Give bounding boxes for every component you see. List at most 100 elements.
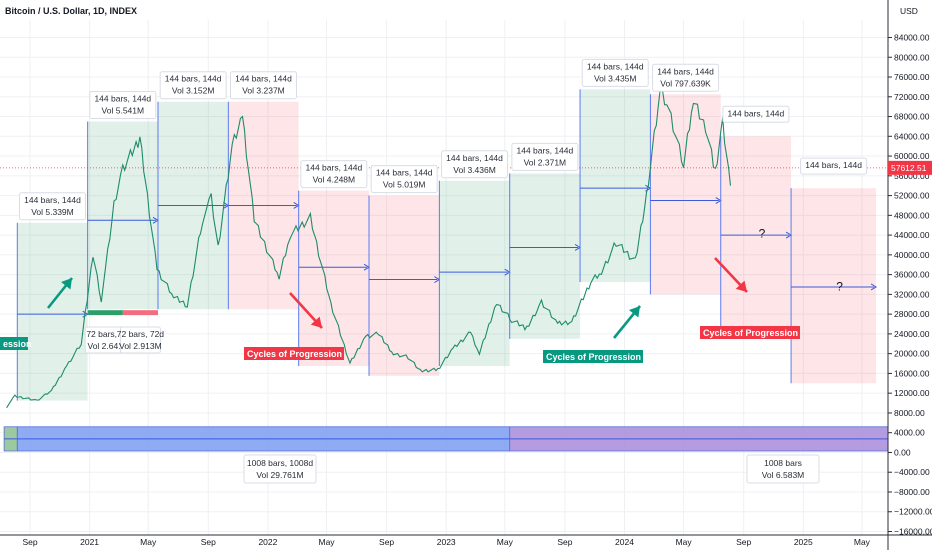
cycle-region-label: 144 bars, 144d Vol 5.339M xyxy=(18,192,86,221)
cycle-region xyxy=(439,180,510,367)
x-tick-label: Sep xyxy=(557,537,572,547)
cycle-region-label: 144 bars, 144d Vol 3.152M xyxy=(159,71,227,100)
y-tick-label: 72000.00 xyxy=(894,92,930,102)
cycle-region-label: 144 bars, 144d Vol 2.371M xyxy=(511,142,579,171)
cycle-region-label-line: Vol 797.639K xyxy=(660,78,711,88)
half-cycle-label-line: Vol 2.913M xyxy=(119,341,162,351)
half-cycle-label-line: Vol 2.641 xyxy=(88,341,124,351)
cycles-tag-box xyxy=(543,350,643,363)
cycle-region-label-line: Vol 2.371M xyxy=(524,157,567,167)
cycle-region xyxy=(791,188,877,384)
trend-arrowhead xyxy=(310,316,322,328)
y-tick-label: 64000.00 xyxy=(894,131,930,141)
cycle-region-label-line: Vol 5.339M xyxy=(31,207,74,217)
cycles-of-progression-tag: Cycles of Progression xyxy=(244,347,344,360)
y-tick-label: 16000.00 xyxy=(894,368,930,378)
cycle-region-label: 144 bars, 144d Vol 797.639K xyxy=(652,63,720,92)
price-line xyxy=(6,89,732,409)
y-tick-label: 76000.00 xyxy=(894,72,930,82)
x-tick-label: 2023 xyxy=(437,537,456,547)
cycle-region-label-box xyxy=(511,142,579,171)
x-tick-label: 2024 xyxy=(615,537,634,547)
trend-arrowhead xyxy=(735,280,747,292)
cycle-region-label-line: 144 bars, 144d xyxy=(94,93,151,103)
cycle-region-label-line: 144 bars, 144d xyxy=(446,153,503,163)
region-layer xyxy=(16,89,878,401)
y-tick-label: −8000.00 xyxy=(894,487,930,497)
cycles-tag-box xyxy=(700,326,800,339)
cycle-region-label-box xyxy=(89,90,157,119)
cycle-region xyxy=(650,94,721,295)
cycle-region-label-line: Vol 4.248M xyxy=(313,175,356,185)
y-tick-label: 84000.00 xyxy=(894,33,930,43)
currency-label: USD xyxy=(900,6,918,16)
x-tick-label: Sep xyxy=(379,537,394,547)
cycle-bar-label-line: 1008 bars, 1008d xyxy=(247,458,313,468)
y-tick-label: 8000.00 xyxy=(894,408,925,418)
cycle-region-label: 144 bars, 144d Vol 3.436M xyxy=(441,150,509,179)
cycle-region-label-line: 144 bars, 144d xyxy=(376,168,433,178)
half-cycle-label-line: 72 bars, 72d xyxy=(117,329,165,339)
cycle-region xyxy=(580,89,651,283)
cycle-region-label: 144 bars, 144d Vol 5.019M xyxy=(370,165,438,194)
cycle-region-label: 144 bars, 144d Vol 3.435M xyxy=(581,58,649,87)
cycles-tag-text: Cycles of Progression xyxy=(247,349,342,359)
cycle-region-label-line: 144 bars, 144d xyxy=(657,66,714,76)
cycles-of-progression-tag: Cycles of Progression xyxy=(543,350,643,363)
x-tick-label: 2025 xyxy=(794,537,813,547)
half-cycle-bar xyxy=(87,310,123,316)
long-bar-layer: 1008 bars, 1008d Vol 29.761M 1008 bars Vol … xyxy=(3,426,889,484)
cycle-region-label-box xyxy=(159,71,227,100)
cycle-region xyxy=(509,173,581,339)
current-price-tag xyxy=(888,160,932,175)
cycle-region-label-line: 144 bars, 144d xyxy=(24,195,81,205)
cycle-bar-label: 1008 bars Vol 6.583M xyxy=(746,454,820,484)
cycle-region-label-box xyxy=(230,71,298,100)
half-cycle-label-line: 72 bars, 7 xyxy=(86,329,124,339)
cycle-region-label-box xyxy=(722,105,790,123)
cycle-region-label: 144 bars, 144d xyxy=(722,105,790,123)
cycle-region-label-box xyxy=(441,150,509,179)
cycles-tag-text: Cycles of Progression xyxy=(546,352,641,362)
y-tick-label: 12000.00 xyxy=(894,388,930,398)
cycle-bar-label-line: 1008 bars xyxy=(764,458,802,468)
half-cycle-label: 72 bars, 72d Vol 2.913M xyxy=(117,326,165,354)
y-tick-label: 80000.00 xyxy=(894,52,930,62)
half-cycle-label-box xyxy=(119,326,161,354)
label-layer: 144 bars, 144d Vol 5.339M 144 bars, 144d Vo… xyxy=(0,58,868,363)
cycle-region-label-line: Vol 3.152M xyxy=(172,86,215,96)
y-tick-label: 28000.00 xyxy=(894,309,930,319)
cycle-region-label-line: 144 bars, 144d xyxy=(235,74,292,84)
x-tick-label: 2021 xyxy=(80,537,99,547)
cycle-bar-label: 1008 bars, 1008d Vol 29.761M xyxy=(243,454,317,484)
y-tick-label: 32000.00 xyxy=(894,289,930,299)
cycle-region-label-box xyxy=(18,192,86,221)
question-mark: ? xyxy=(759,227,766,241)
cycle-region-label-line: 144 bars, 144d xyxy=(805,160,862,170)
cycle-region-label-line: Vol 5.541M xyxy=(102,105,145,115)
cycles-tag-text: ession xyxy=(3,339,32,349)
y-tick-label: 4000.00 xyxy=(894,428,925,438)
y-tick-label: 0.00 xyxy=(894,447,911,457)
cycle-region-label-box xyxy=(800,157,868,175)
cycle-region-label-box xyxy=(370,165,438,194)
y-tick-label: −16000.00 xyxy=(894,527,932,537)
cycle-region-label-box xyxy=(652,63,720,92)
cycles-tag-box xyxy=(0,337,28,350)
cycle-bar-label-line: Vol 6.583M xyxy=(762,470,805,480)
current-price-value: 57612.51 xyxy=(891,163,927,173)
cycle-bar-label-line: Vol 29.761M xyxy=(256,470,303,480)
cycle-region-label-box xyxy=(300,160,368,189)
y-tick-label: 24000.00 xyxy=(894,329,930,339)
y-tick-label: 36000.00 xyxy=(894,270,930,280)
cycle-region xyxy=(87,121,158,310)
cycle-bar-label-box xyxy=(243,454,317,484)
cycles-tag-box xyxy=(244,347,344,360)
x-tick-label: May xyxy=(318,537,335,547)
half-cycle-label: 72 bars, 7 Vol 2.641 xyxy=(84,326,126,354)
cycle-region xyxy=(298,190,370,367)
cycle-region-label: 144 bars, 144d xyxy=(800,157,868,175)
cycle-region xyxy=(17,222,88,401)
